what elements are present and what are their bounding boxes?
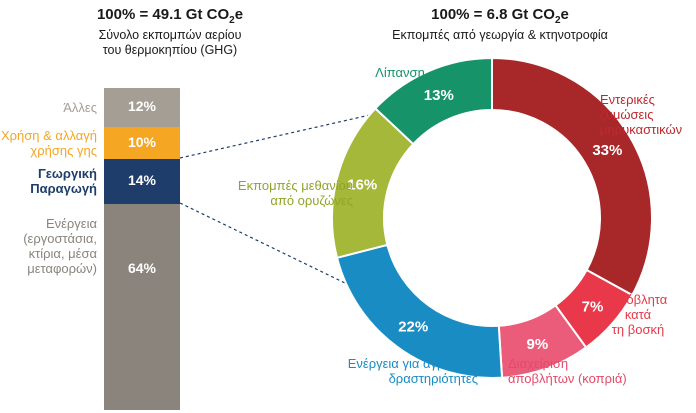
donut-label-grazing-waste: Απόβλητα κατά τη βοσκή: [608, 292, 668, 337]
donut-label-enteric-fermentation: Εντερικές ζυμώσεις μηρυκαστικών: [600, 92, 683, 137]
bar-segment-agriculture: [104, 158, 180, 204]
bar-label-agriculture: Γεωργική Παραγωγή: [30, 166, 97, 197]
bar-segment-land-use: [104, 126, 180, 159]
connector-top-line: [179, 109, 393, 159]
donut-value-farm-energy: 22%: [398, 318, 428, 335]
donut-chart-subtitle: Εκπομπές από γεωργία & κτηνοτροφία: [392, 28, 608, 42]
bar-value-energy: 64%: [127, 259, 157, 276]
bar-chart-subtitle: Σύνολο εκπομπών αερίου του θερμοκηπίου (…: [98, 28, 242, 57]
donut-value-enteric-fermentation: 33%: [592, 142, 622, 159]
donut-slice-enteric-fermentation: [491, 56, 653, 297]
donut-value-rice-methane: 16%: [347, 177, 377, 194]
bar-label-energy: Ενέργεια (εργοστάσια, κτίρια, μέσα μεταφορώ…: [23, 215, 97, 276]
bar-segment-energy: [104, 203, 180, 410]
donut-value-fertilization: 13%: [424, 87, 454, 104]
stacked-bar: 12% 10% 14% 64%: [104, 88, 180, 410]
donut-label-rice-methane: Εκπομπές μεθανίου από ορυζώνες: [237, 178, 353, 208]
donut-label-farm-energy: Ενέργεια για αγροτικές δραστηριότητες: [347, 356, 478, 386]
bar-label-land-use: Χρήση & αλλαγή χρήσης γης: [0, 127, 97, 158]
donut-value-manure-management: 9%: [527, 336, 549, 353]
donut-chart-title: 100% = 6.8 Gt CO2e: [431, 6, 569, 26]
connector-bottom-line: [179, 202, 381, 301]
bar-label-other: Άλλες: [63, 99, 97, 115]
donut-label-manure-management: Διαχείριση αποβλήτων (κοπριά): [508, 356, 627, 386]
bar-chart-title: 100% = 49.1 Gt CO2e: [96, 6, 244, 26]
donut-slice-fertilization: [373, 56, 493, 146]
bar-value-land-use: 10%: [127, 133, 157, 150]
bar-value-other: 12%: [127, 98, 157, 115]
bar-value-agriculture: 14%: [127, 172, 157, 189]
bar-segment-other: [104, 88, 180, 127]
donut-label-fertilization: Λίπανση: [375, 65, 425, 80]
donut-value-grazing-waste: 7%: [582, 299, 604, 316]
